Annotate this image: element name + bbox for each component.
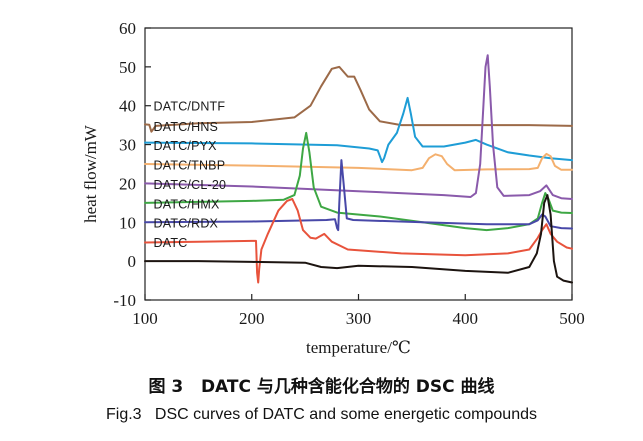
series-labels: DATC/DNTF DATC/HNS DATC/PYX DATC/TNBP DATC/C… <box>154 99 227 250</box>
x-tick-label: 500 <box>559 309 585 328</box>
axis-ticks: 100 200 300 400 500 -10 0 10 20 30 40 50 60 <box>113 19 584 328</box>
series-label: DATC <box>154 236 188 250</box>
series-label: DATC/DNTF <box>154 99 226 113</box>
figure-caption-chinese: 图 3 DATC 与几种含能化合物的 DSC 曲线 <box>148 377 495 397</box>
series-line-datc-cl-20 <box>144 131 573 232</box>
x-axis-label: temperature/℃ <box>306 338 411 357</box>
y-tick-label: 20 <box>119 174 136 193</box>
series-line-datc-hmx <box>144 159 573 232</box>
y-tick-label: 30 <box>119 136 136 155</box>
series-line-datc-pyx <box>144 152 573 172</box>
x-tick-label: 100 <box>132 309 158 328</box>
x-tick-label: 400 <box>453 309 479 328</box>
series-line-datc-rdx <box>144 198 573 284</box>
series-label: DATC/RDX <box>154 217 219 231</box>
series-line-datc <box>144 194 573 284</box>
series-label: DATC/HNS <box>154 120 219 134</box>
y-tick-label: 50 <box>119 58 136 77</box>
series-line-datc-tnbp <box>144 54 573 200</box>
series-label: DATC/CL-20 <box>154 178 227 192</box>
series-lines <box>144 54 573 284</box>
series-label: DATC/TNBP <box>154 158 226 172</box>
x-tick-label: 200 <box>239 309 265 328</box>
y-tick-label: -10 <box>113 291 136 310</box>
y-tick-label: 60 <box>119 19 136 38</box>
series-label: DATC/HMX <box>154 197 220 211</box>
y-tick-label: 40 <box>119 97 136 116</box>
y-tick-label: 0 <box>128 252 137 271</box>
series-line-datc-dntf <box>144 65 573 133</box>
x-tick-label: 300 <box>346 309 372 328</box>
y-axis-label: heat flow/mW <box>81 124 100 223</box>
y-tick-label: 10 <box>119 213 136 232</box>
figure-caption-english: Fig.3 DSC curves of DATC and some energe… <box>106 406 537 423</box>
series-label: DATC/PYX <box>154 139 218 153</box>
